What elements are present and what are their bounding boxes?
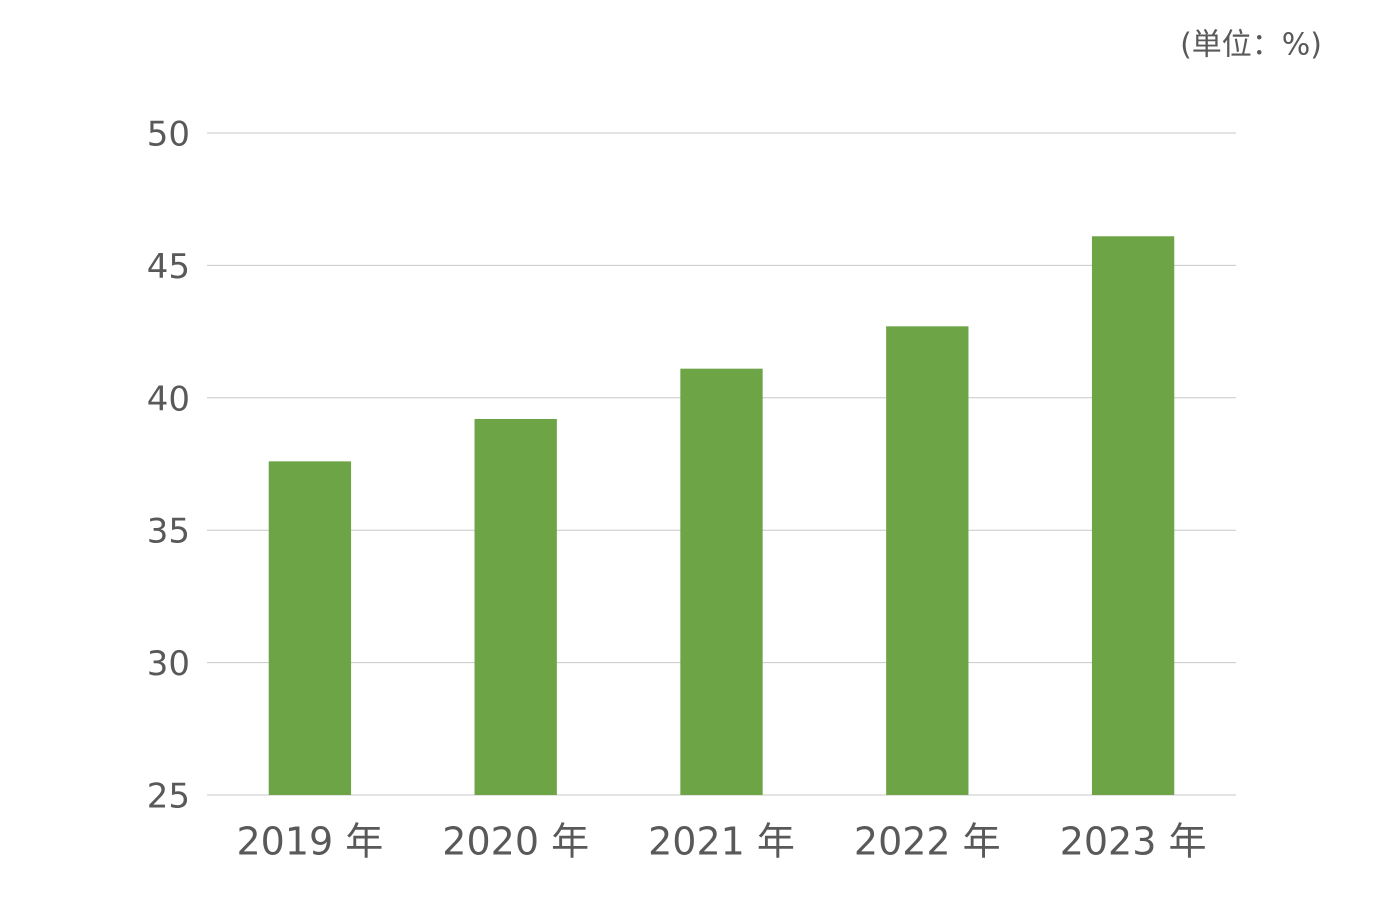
y-tick-label: 35 xyxy=(147,512,190,552)
bar xyxy=(474,418,557,795)
bar xyxy=(1091,236,1175,796)
bar xyxy=(886,326,969,795)
y-tick-label: 50 xyxy=(147,115,190,155)
y-tick-label: 30 xyxy=(147,644,190,684)
bar xyxy=(268,461,352,795)
y-tick-label: 40 xyxy=(147,379,190,419)
x-tick-label: 2021 年 xyxy=(648,820,795,864)
y-tick-label: 25 xyxy=(147,777,190,817)
bar xyxy=(680,368,763,795)
x-tick-label: 2020 年 xyxy=(442,820,589,864)
x-tick-label: 2022 年 xyxy=(854,820,1001,864)
x-tick-label: 2019 年 xyxy=(237,820,384,864)
unit-label: (単位：%) xyxy=(1180,28,1322,63)
x-tick-label: 2023 年 xyxy=(1060,820,1207,864)
y-tick-label: 45 xyxy=(147,247,190,287)
